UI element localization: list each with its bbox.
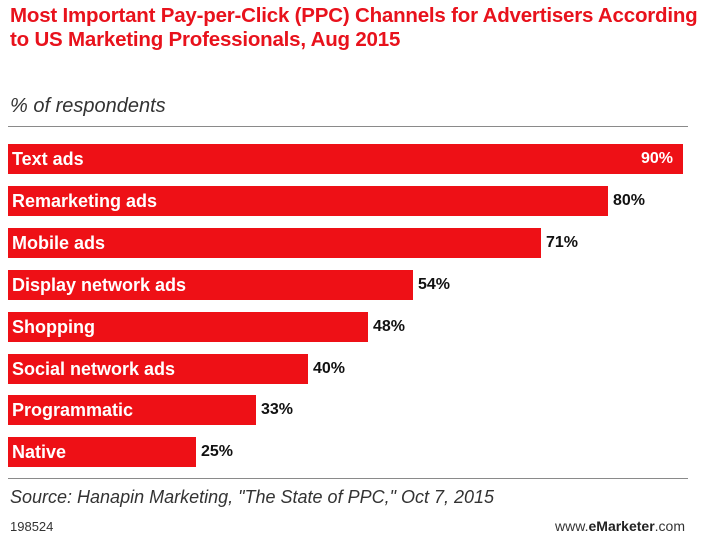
top-divider: [8, 126, 688, 127]
bottom-divider: [8, 478, 688, 479]
source-note: Source: Hanapin Marketing, "The State of…: [10, 487, 495, 507]
bar: [8, 144, 683, 174]
value-label: 90%: [641, 150, 674, 167]
category-label: Programmatic: [12, 400, 134, 420]
category-label: Text ads: [12, 149, 84, 169]
category-label: Shopping: [12, 317, 95, 337]
category-label: Remarketing ads: [12, 191, 158, 211]
value-label: 33%: [261, 401, 294, 418]
value-label: 71%: [546, 234, 579, 251]
bar: [8, 437, 196, 467]
bar: [8, 228, 541, 258]
brand-name: eMarketer: [588, 518, 655, 534]
bar: [8, 270, 413, 300]
category-label: Native: [12, 442, 67, 462]
chart-title: Most Important Pay-per-Click (PPC) Chann…: [10, 4, 698, 51]
brand-logo: www.eMarketer.com: [555, 517, 685, 535]
bar: [8, 354, 308, 384]
value-label: 25%: [201, 443, 234, 460]
brand-suffix: .com: [654, 518, 685, 534]
category-label: Mobile ads: [12, 233, 106, 253]
value-label: 54%: [418, 276, 451, 293]
bar: [8, 186, 608, 216]
chart-id: 198524: [10, 519, 54, 534]
brand-prefix: www.: [555, 518, 589, 534]
value-label: 40%: [313, 360, 346, 377]
bar: [8, 395, 256, 425]
value-label: 80%: [613, 192, 646, 209]
value-label: 48%: [373, 318, 406, 335]
category-label: Display network ads: [12, 275, 187, 295]
bar: [8, 312, 368, 342]
chart-subtitle: % of respondents: [10, 95, 166, 117]
category-label: Social network ads: [12, 359, 176, 379]
